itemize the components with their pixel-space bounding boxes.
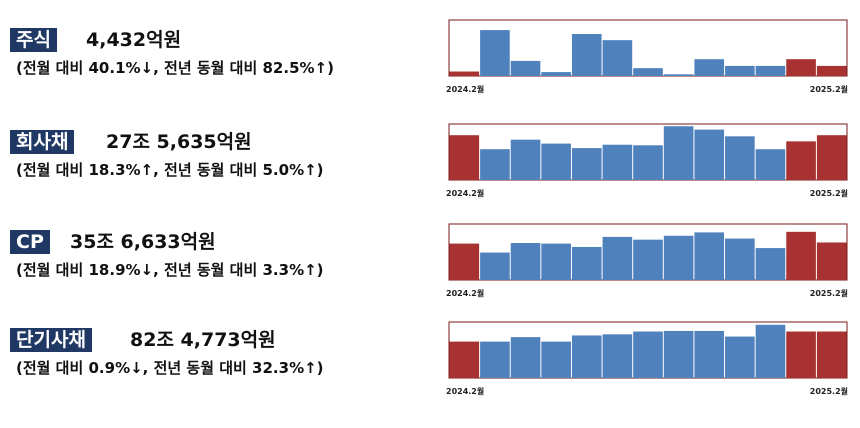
cp-change: (전월 대비 18.9%↓, 전년 동월 대비 3.3%↑): [16, 261, 324, 279]
bar-6: [633, 68, 663, 76]
bar-12: [816, 242, 847, 280]
bar-10: [755, 324, 786, 378]
bar-0: [449, 135, 480, 180]
bar-1: [480, 30, 510, 76]
corporate-bond-chart: 2024.2월 2025.2월: [446, 123, 848, 198]
bar-8: [694, 330, 725, 378]
bar-0: [449, 341, 480, 378]
bar-5: [602, 334, 633, 378]
x-end-label: 2025.2월: [810, 84, 848, 94]
bar-6: [633, 239, 663, 280]
cp-chart: 2024.2월 2025.2월: [446, 223, 848, 298]
bar-11: [786, 59, 816, 76]
bar-3: [541, 72, 571, 76]
x-start-label: 2024.2월: [446, 288, 484, 298]
bar-7: [663, 74, 694, 76]
bar-2: [510, 243, 541, 280]
stock-chart: 2024.2월 2025.2월: [446, 19, 848, 94]
x-end-label: 2025.2월: [810, 188, 848, 198]
stock-tag: 주식: [10, 28, 57, 52]
bar-5: [602, 236, 633, 280]
cp-tag: CP: [10, 230, 50, 254]
bar-8: [694, 232, 725, 280]
bar-6: [633, 145, 663, 180]
bar-11: [786, 231, 816, 280]
bar-1: [480, 341, 510, 378]
bar-5: [602, 144, 633, 180]
bar-9: [725, 65, 755, 76]
corporate-bond-tag: 회사채: [10, 130, 75, 154]
stock-amount: 4,432억원: [86, 29, 182, 51]
bar-9: [725, 136, 755, 180]
bar-1: [480, 252, 510, 280]
x-end-label: 2025.2월: [810, 288, 848, 298]
bar-8: [694, 59, 725, 76]
bar-12: [816, 135, 847, 180]
bar-12: [816, 65, 847, 76]
bar-12: [816, 331, 847, 378]
cp-row: CP 35조 6,633억원 (전월 대비 18.9%↓, 전년 동월 대비 3…: [0, 230, 860, 330]
bar-6: [633, 331, 663, 378]
bar-5: [602, 40, 633, 76]
x-start-label: 2024.2월: [446, 188, 484, 198]
x-start-label: 2024.2월: [446, 386, 484, 396]
corporate-bond-row: 회사채 27조 5,635억원 (전월 대비 18.3%↑, 전년 동월 대비 …: [0, 130, 860, 230]
x-end-label: 2025.2월: [810, 386, 848, 396]
bar-4: [571, 34, 602, 76]
bar-11: [786, 141, 816, 180]
bar-11: [786, 331, 816, 378]
short-term-bond-chart: 2024.2월 2025.2월: [446, 321, 848, 396]
bar-10: [755, 248, 786, 280]
short-term-bond-change: (전월 대비 0.9%↓, 전년 동월 대비 32.3%↑): [16, 359, 324, 377]
bar-7: [663, 330, 694, 378]
bar-3: [541, 243, 571, 280]
short-term-bond-row: 단기사채 82조 4,773억원 (전월 대비 0.9%↓, 전년 동월 대비 …: [0, 328, 860, 428]
bar-7: [663, 126, 694, 180]
bar-3: [541, 143, 571, 180]
bar-3: [541, 341, 571, 378]
x-start-label: 2024.2월: [446, 84, 484, 94]
bar-9: [725, 238, 755, 280]
corporate-bond-amount: 27조 5,635억원: [106, 131, 252, 153]
bar-4: [571, 246, 602, 280]
bar-1: [480, 149, 510, 180]
stock-change: (전월 대비 40.1%↓, 전년 동월 대비 82.5%↑): [16, 59, 334, 77]
bar-2: [510, 139, 541, 180]
short-term-bond-tag: 단기사채: [10, 328, 92, 352]
bar-9: [725, 336, 755, 378]
corporate-bond-change: (전월 대비 18.3%↑, 전년 동월 대비 5.0%↑): [16, 161, 324, 179]
cp-amount: 35조 6,633억원: [70, 231, 216, 253]
bar-8: [694, 129, 725, 180]
bar-0: [449, 243, 480, 280]
bar-4: [571, 148, 602, 180]
bar-2: [510, 60, 541, 76]
bar-0: [449, 71, 480, 76]
bar-4: [571, 335, 602, 378]
bar-2: [510, 337, 541, 378]
stock-row: 주식 4,432억원 (전월 대비 40.1%↓, 전년 동월 대비 82.5%…: [0, 28, 860, 128]
short-term-bond-amount: 82조 4,773억원: [130, 329, 276, 351]
bar-7: [663, 235, 694, 280]
bar-10: [755, 149, 786, 180]
bar-10: [755, 65, 786, 76]
